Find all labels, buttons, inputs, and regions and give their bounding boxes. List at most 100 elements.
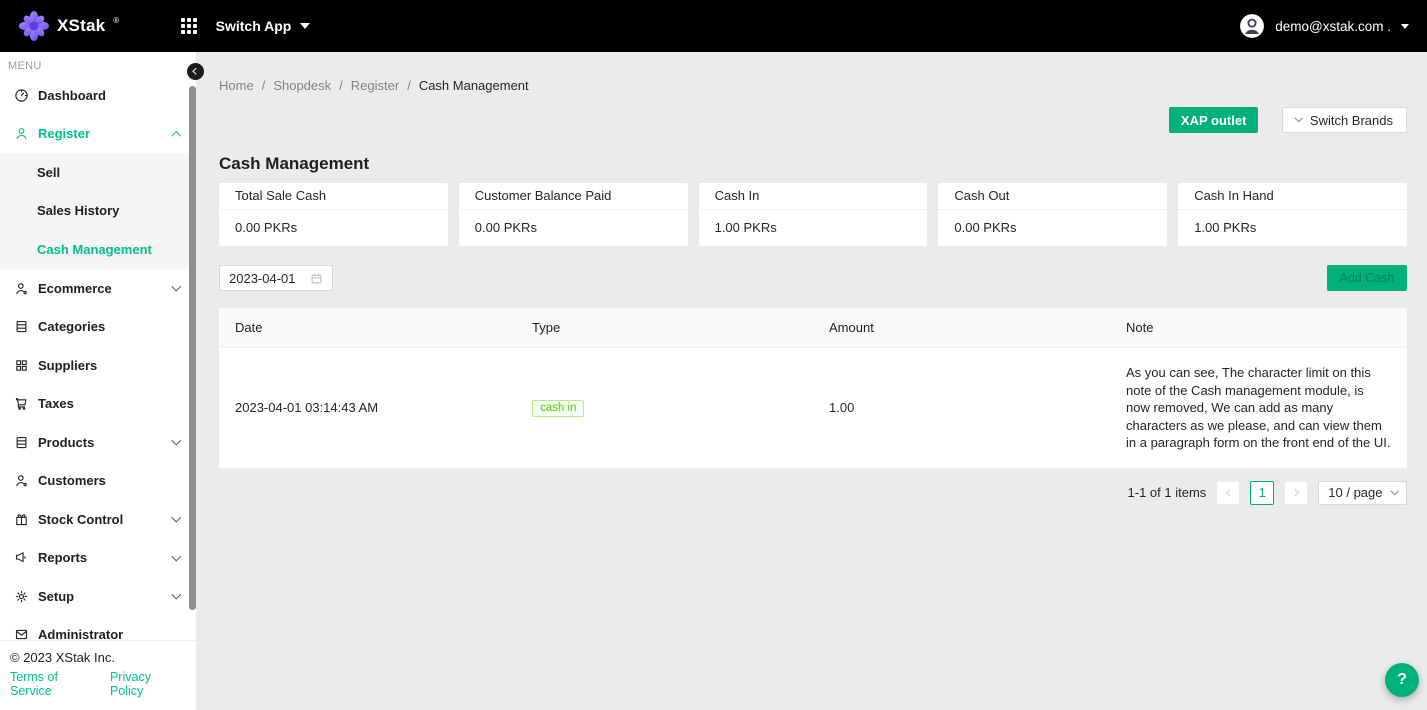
privacy-policy-link[interactable]: Privacy Policy (109, 670, 151, 698)
table-row[interactable]: 2023-04-01 03:14:43 AM cash in 1.00 As y… (219, 348, 1407, 469)
chevron-down-icon (1295, 114, 1304, 122)
card-label: Customer Balance Paid (458, 183, 688, 210)
cell-amount: 1.00 (829, 400, 855, 416)
cash-management-table: Date Type Amount Note 2023-04-01 03:14:4… (219, 308, 1407, 469)
terms-of-service-link[interactable]: Terms of Service (10, 670, 58, 698)
card-label: Total Sale Cash (219, 183, 448, 210)
chevron-down-icon (171, 551, 181, 561)
sub-item-label: Sales History (37, 203, 120, 219)
sidebar-item-label: Suppliers (38, 357, 98, 373)
breadcrumb: Home / Shopdesk / Register / Cash Manage… (219, 78, 1407, 93)
date-picker[interactable]: 2023-04-01 (219, 265, 333, 291)
brand-trademark: ® (113, 15, 120, 25)
breadcrumb-shopdesk[interactable]: Shopdesk (273, 78, 332, 93)
user-icon (14, 126, 29, 141)
sidebar-collapse-button[interactable] (187, 63, 204, 80)
page-size-select[interactable]: 10 / page (1318, 480, 1407, 505)
person-badge-icon (14, 473, 29, 488)
chevron-left-icon (1225, 488, 1233, 497)
sidebar-scrollbar[interactable] (189, 86, 196, 610)
card-value: 0.00 PKRs (235, 220, 298, 235)
sidebar-item-label: Register (38, 126, 91, 142)
sidebar-item-suppliers[interactable]: Suppliers (0, 346, 196, 385)
sidebar-item-setup[interactable]: Setup (0, 577, 196, 616)
next-page-button[interactable] (1284, 480, 1309, 505)
sidebar-item-label: Stock Control (38, 511, 124, 527)
sub-item-label: Cash Management (37, 241, 152, 257)
sidebar-item-label: Taxes (38, 396, 74, 412)
sidebar-item-sales-history[interactable]: Sales History (0, 192, 196, 231)
brand-logo[interactable]: XStak ® (18, 10, 119, 42)
chevron-down-icon (171, 435, 181, 446)
sidebar-item-taxes[interactable]: Taxes (0, 384, 196, 423)
sidebar-item-dashboard[interactable]: Dashboard (0, 76, 196, 115)
breadcrumb-home[interactable]: Home (219, 78, 254, 93)
sidebar-item-categories[interactable]: Categories (0, 307, 196, 346)
brand-name: XStak (57, 16, 106, 35)
header-actions: XAP outlet Switch Brands (219, 107, 1407, 133)
sidebar-item-customers[interactable]: Customers (0, 461, 196, 500)
add-cash-button[interactable]: Add Cash (1327, 265, 1407, 291)
user-email: demo@xstak.com . (1275, 18, 1391, 34)
help-button[interactable]: ? (1385, 663, 1419, 697)
breadcrumb-separator: / (407, 78, 411, 93)
chevron-down-icon (1390, 486, 1399, 495)
breadcrumb-separator: / (339, 78, 343, 93)
user-account-menu[interactable]: demo@xstak.com . (1239, 13, 1409, 39)
list-box-icon (14, 319, 29, 334)
megaphone-icon (14, 550, 29, 565)
xap-outlet-button[interactable]: XAP outlet (1168, 107, 1259, 133)
breadcrumb-register[interactable]: Register (350, 78, 400, 93)
switch-brands-label: Switch Brands (1309, 112, 1393, 128)
filter-row: 2023-04-01 Add Cash (219, 265, 1407, 291)
breadcrumb-current: Cash Management (418, 78, 529, 93)
sidebar-item-label: Categories (38, 319, 106, 335)
gear-icon (14, 589, 29, 604)
sidebar-item-register[interactable]: Register (0, 115, 196, 154)
column-header-note: Note (1126, 320, 1154, 335)
summary-cards: Total Sale Cash 0.00 PKRs Customer Balan… (219, 183, 1407, 246)
switch-brands-button[interactable]: Switch Brands (1282, 107, 1407, 133)
page-size-value: 10 / page (1328, 485, 1383, 500)
cell-note: As you can see, The character limit on t… (1126, 365, 1391, 450)
sidebar-item-label: Dashboard (38, 87, 106, 103)
register-submenu: Sell Sales History Cash Management (0, 153, 196, 269)
app-grid-icon[interactable] (181, 18, 197, 34)
page-number-button[interactable]: 1 (1250, 480, 1275, 505)
table-header: Date Type Amount Note (219, 308, 1407, 348)
gift-box-icon (14, 512, 29, 527)
sidebar-item-sell[interactable]: Sell (0, 153, 196, 192)
copyright-text: © 2023 XStak Inc. (10, 650, 115, 665)
dashboard-icon (14, 88, 29, 103)
sidebar-item-products[interactable]: Products (0, 423, 196, 462)
card-value: 1.00 PKRs (1194, 220, 1257, 235)
sidebar-item-stock-control[interactable]: Stock Control (0, 500, 196, 539)
cell-date: 2023-04-01 03:14:43 AM (235, 400, 379, 416)
sidebar-item-administrator[interactable]: Administrator (0, 615, 196, 654)
cell-type: cash in (516, 383, 813, 433)
sidebar-footer: © 2023 XStak Inc. Terms of Service Priva… (0, 640, 196, 710)
sidebar-item-cash-management[interactable]: Cash Management (0, 230, 196, 269)
mail-icon (14, 627, 29, 642)
summary-card-total-sale-cash: Total Sale Cash 0.00 PKRs (219, 183, 448, 246)
sidebar-item-label: Reports (38, 550, 88, 566)
summary-card-cash-in-hand: Cash In Hand 1.00 PKRs (1178, 183, 1407, 246)
chevron-down-icon (171, 589, 181, 600)
sidebar-item-label: Ecommerce (38, 280, 112, 296)
pagination-summary: 1-1 of 1 items (1127, 485, 1207, 500)
sidebar-item-reports[interactable]: Reports (0, 538, 196, 577)
sidebar-item-ecommerce[interactable]: Ecommerce (0, 269, 196, 308)
switch-app-menu[interactable]: Switch App (216, 18, 311, 34)
cart-icon (14, 396, 29, 411)
column-header-date: Date (235, 320, 263, 335)
previous-page-button[interactable] (1216, 480, 1241, 505)
list-box-icon (14, 435, 29, 450)
chevron-up-icon (171, 131, 181, 141)
topbar: XStak ® Switch App demo@xstak.com . (0, 0, 1427, 52)
grid-squares-icon (14, 358, 29, 373)
column-header-type: Type (532, 320, 561, 335)
pagination: 1-1 of 1 items 1 10 / page (219, 480, 1407, 505)
card-label: Cash Out (938, 183, 1168, 210)
summary-card-cash-in: Cash In 1.00 PKRs (698, 183, 928, 246)
